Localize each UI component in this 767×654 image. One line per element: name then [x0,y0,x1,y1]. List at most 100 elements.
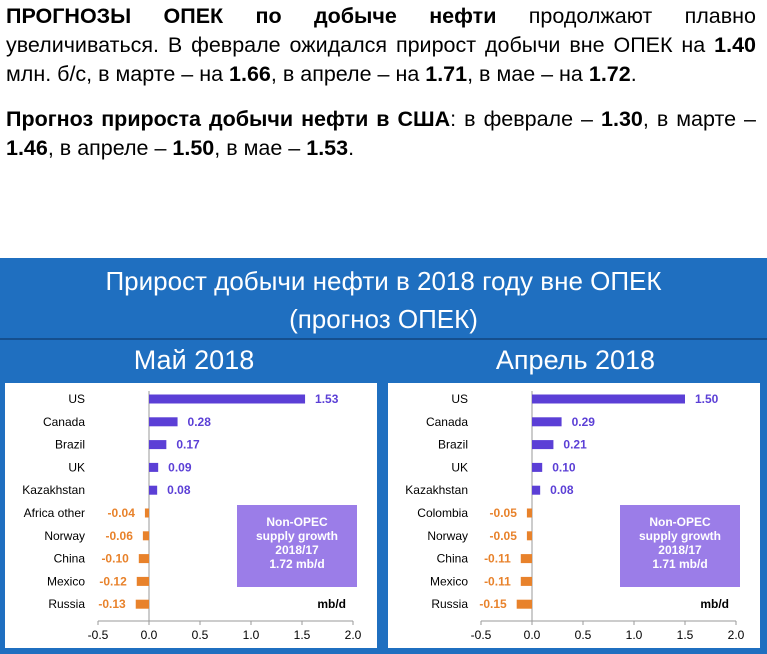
may-category-label: Norway [44,529,85,543]
chart-title-april: Апрель 2018 [495,345,656,375]
intro-us-heading: Прогноз прироста добычи нефти в США [6,107,451,131]
intro-paragraph-us: Прогноз прироста добычи нефти в США: в ф… [6,105,756,163]
april-bar [532,394,685,404]
april-category-label: Colombia [417,506,468,520]
panel-title: Прирост добычи нефти в 2018 году вне ОПЕ… [0,258,767,342]
may-bar [135,599,149,609]
intro-value-may: 1.72 [588,62,631,86]
may-annotation-line: supply growth [256,529,338,543]
april-value-label: 0.10 [552,460,576,474]
panel-title-line1: Прирост добычи нефти в 2018 году вне ОПЕ… [105,266,662,296]
intro-text-a: продолжают плавно увеличиваться. В февра… [6,4,757,57]
april-value-label: 0.08 [550,483,574,497]
may-category-label: China [54,552,86,566]
april-bar [532,485,541,495]
april-bar [520,576,532,586]
may-bar [149,462,159,472]
intro-text-c: , в апреле – на [270,62,426,86]
intro-us-text-d: , в мае – [214,136,307,160]
may-bar [149,394,306,404]
may-unit-label: mb/d [317,597,346,611]
intro-paragraph-opec: ПРОГНОЗЫ ОПЕК по добыче нефти продолжают… [6,2,756,89]
april-annotation-line: 2018/17 [658,543,702,557]
chart-may: US 1.53 Canada 0.28 Brazil 0.17 UK 0.09 Kazakhst… [5,383,377,648]
intro-value-apr: 1.71 [425,62,468,86]
april-category-label: Norway [427,529,468,543]
april-category-label: China [437,552,469,566]
may-value-label: 0.09 [168,460,192,474]
may-category-label: Brazil [55,438,85,452]
panel-divider [0,338,767,340]
intro-text: ПРОГНОЗЫ ОПЕК по добыче нефти продолжают… [6,2,756,179]
april-value-label: 1.50 [695,392,719,406]
intro-us-value-feb: 1.30 [601,107,643,131]
may-tick-label: 0.0 [141,628,158,642]
may-tick-label: -0.5 [88,628,109,642]
may-category-label: UK [68,460,85,474]
may-value-label: 0.17 [176,438,200,452]
april-bar [520,554,532,564]
april-category-label: Canada [426,415,468,429]
april-category-label: US [451,392,468,406]
may-category-label: Canada [43,415,85,429]
april-annotation-line: 1.71 mb/d [652,557,707,571]
may-annotation-line: Non-OPEC [266,515,328,529]
may-category-label: Mexico [47,574,85,588]
april-bar [526,508,532,518]
intro-opec-heading: ПРОГНОЗЫ ОПЕК по добыче нефти [6,4,497,28]
panel-title-line2: (прогноз ОПЕК) [289,304,478,334]
intro-text-e: . [630,62,637,86]
chart-title-may: Май 2018 [133,345,255,375]
april-value-label: 0.29 [572,415,596,429]
may-bar [149,485,158,495]
may-bar [136,576,149,586]
april-value-label: -0.11 [484,574,511,588]
intro-text-d: , в мае – на [467,62,589,86]
april-tick-label: -0.5 [471,628,492,642]
april-category-label: Brazil [438,438,468,452]
april-bar [532,462,543,472]
may-value-label: -0.06 [106,529,134,543]
april-tick-label: 0.0 [524,628,541,642]
intro-us-value-apr: 1.50 [172,136,215,160]
april-value-label: -0.11 [484,552,511,566]
may-category-label: Russia [48,597,85,611]
may-tick-label: 0.5 [192,628,209,642]
may-value-label: 0.28 [188,415,212,429]
may-category-label: Kazakhstan [22,483,85,497]
chart-april: US 1.50 Canada 0.29 Brazil 0.21 UK 0.10 Kazakhst… [388,383,760,648]
may-category-label: Africa other [24,506,85,520]
april-category-label: Mexico [430,574,468,588]
may-annotation-box [237,505,357,587]
may-category-label: US [68,392,85,406]
may-tick-label: 1.5 [294,628,311,642]
intro-us-value-mar: 1.46 [6,136,48,160]
may-annotation-line: 2018/17 [275,543,319,557]
may-value-label: -0.13 [98,597,126,611]
april-bar [526,531,532,541]
may-bar [144,508,149,518]
may-value-label: 1.53 [315,392,339,406]
intro-us-text-c: , в апреле – [47,136,173,160]
may-bar [138,554,149,564]
april-bar [516,599,532,609]
may-value-label: -0.10 [101,552,129,566]
april-bar [532,440,554,450]
april-category-label: Kazakhstan [405,483,468,497]
may-value-label: -0.12 [99,574,127,588]
intro-value-feb: 1.40 [714,33,756,57]
may-annotation-line: 1.72 mb/d [269,557,324,571]
may-bar [149,440,167,450]
intro-us-text-b: , в марте – [642,107,757,131]
may-value-label: -0.04 [108,506,136,520]
intro-us-value-may: 1.53 [306,136,349,160]
april-category-label: Russia [431,597,468,611]
april-annotation-box [620,505,740,587]
chart-april-svg: US 1.50 Canada 0.29 Brazil 0.21 UK 0.10 Kazakhst… [405,391,745,642]
may-tick-label: 1.0 [243,628,260,642]
april-unit-label: mb/d [700,597,729,611]
intro-text-b: млн. б/с, в марте – на [6,62,230,86]
april-tick-label: 0.5 [575,628,592,642]
april-tick-label: 2.0 [728,628,745,642]
april-tick-label: 1.0 [626,628,643,642]
